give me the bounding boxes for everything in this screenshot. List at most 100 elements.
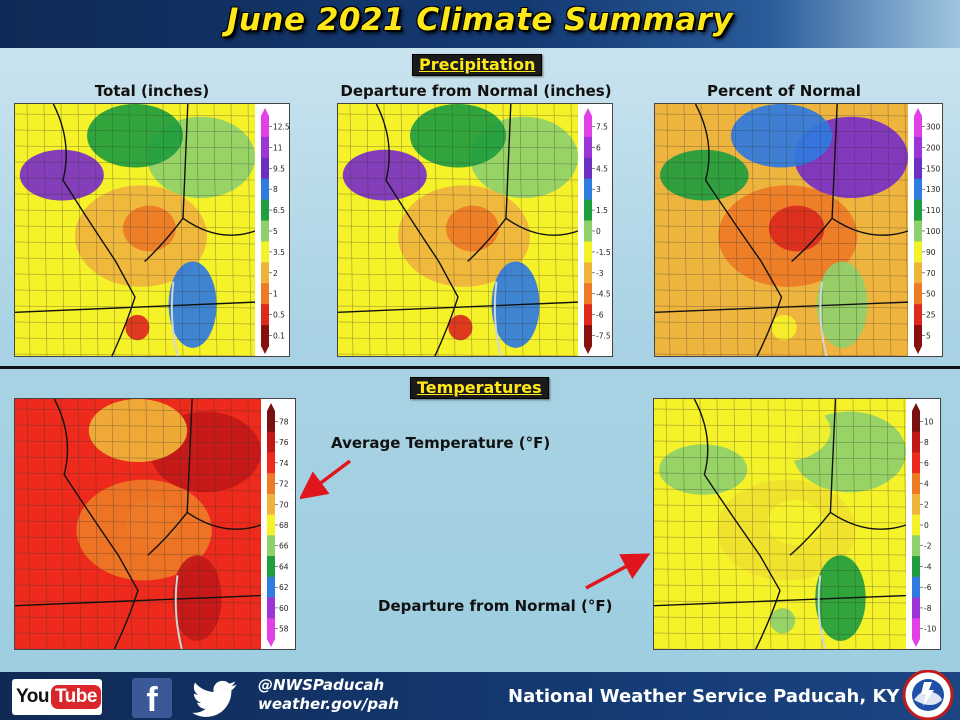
legend-tick-label: 1.5 [596,206,608,215]
legend-tick-label: 25 [926,311,936,320]
legend-swatch [912,514,920,536]
legend-swatch [261,262,269,284]
legend-tick-label: 5 [926,332,931,341]
legend-swatch [584,199,592,222]
legend-swatch [584,283,592,305]
legend-swatch [261,325,269,347]
color-legend: 7.5 6 4.5 3 1.5 0 -1.5 -3 -4.5 -6 -7.5 [578,104,612,356]
legend-swatch [584,325,592,347]
legend-swatch [261,220,269,242]
avg-temperature-label: Average Temperature (°F) [331,434,551,452]
legend-swatch [912,576,920,599]
legend-swatch [261,157,269,180]
legend-tick-label: 9.5 [273,164,285,173]
county-lines [655,104,909,356]
temp-departure-map: 10 8 6 4 2 0 -2 -4 -6 -8 -10 [653,398,941,650]
river-line [819,281,828,356]
legend-swatch [261,304,269,326]
legend-swatch [914,116,922,138]
legend-tick-label: 300 [926,122,941,131]
legend-tick-label: 76 [279,438,289,447]
legend-tick-label: -4 [924,562,932,571]
legend-tick-label: 4 [924,480,929,489]
legend-tick-label: -1.5 [596,248,611,257]
precip-percent-map: 300 200 150 130 110 100 90 70 50 25 5 [654,103,943,357]
legend-swatch [267,576,275,599]
legend-tick-label: 90 [926,248,936,257]
legend-tick-label: 70 [279,500,289,509]
river-line [493,281,502,356]
precip-total-map: 12.5 11 9.5 8 6.5 5 3.5 2 1 0.5 0.1 [14,103,290,357]
legend-swatch [261,199,269,222]
temp-departure-arrow [585,553,651,590]
legend-tick-label: 70 [926,269,936,278]
youtube-tube-text: Tube [50,685,101,709]
twitter-handle[interactable]: @NWSPaducah [258,676,385,694]
legend-tick-label: 110 [926,206,941,215]
youtube-icon[interactable]: You Tube [12,679,102,715]
legend-swatch [267,597,275,619]
legend-swatch [914,304,922,326]
legend-swatch [914,157,922,180]
legend-tick-label: 72 [279,480,289,489]
legend-swatch [584,136,592,159]
legend-tick-label: 4.5 [596,164,608,173]
color-legend: 300 200 150 130 110 100 90 70 50 25 5 [908,104,942,356]
map-shading [15,399,261,649]
legend-tick-label: 150 [926,164,941,173]
legend-tick-label: 200 [926,143,941,152]
legend-swatch [267,556,275,578]
legend-swatch [267,493,275,516]
legend-tick-label: -6 [924,583,932,592]
legend-tick-label: 100 [926,227,941,236]
facebook-icon[interactable]: f [132,678,172,718]
section-divider [0,366,960,369]
legend-swatch [912,452,920,474]
legend-tick-label: 74 [279,459,289,468]
state-borders [338,104,579,356]
legend-swatch [267,431,275,453]
legend-swatch [267,452,275,474]
legend-tick-label: 5 [273,227,278,236]
legend-tick-label: -2 [924,542,932,551]
avg-temperature-arrow [300,459,352,499]
legend-swatch [914,136,922,159]
legend-swatch [912,431,920,453]
river-line [174,575,183,649]
legend-tick-label: 6.5 [273,206,285,215]
legend-swatch [261,136,269,159]
river-line [817,575,826,649]
legend-swatch [267,514,275,536]
legend-swatch [914,262,922,284]
legend-swatch [912,535,920,557]
legend-tick-label: 64 [279,562,289,571]
map-shading [15,104,255,356]
legend-swatch [914,220,922,242]
legend-swatch [584,178,592,201]
legend-swatch [914,283,922,305]
legend-swatch [267,535,275,557]
legend-tick-label: 0.5 [273,311,285,320]
panel-title-percent-normal: Percent of Normal [707,82,861,100]
color-legend: 78 76 74 72 70 68 66 64 62 60 58 [261,399,295,649]
youtube-you-text: You [16,686,49,707]
social-handle-block: @NWSPaducah weather.gov/pah [258,676,399,714]
legend-tick-label: -6 [596,311,604,320]
legend-tick-label: 0.1 [273,332,285,341]
legend-tick-label: 130 [926,185,941,194]
legend-swatch [584,304,592,326]
legend-tick-label: 66 [279,542,289,551]
legend-tick-label: -8 [924,604,932,613]
office-name: National Weather Service Paducah, KY [508,686,900,707]
legend-swatch [584,220,592,242]
twitter-icon[interactable] [190,680,240,718]
legend-swatch [261,178,269,201]
nws-logo-icon [902,670,954,720]
legend-swatch [914,178,922,201]
legend-tick-label: 62 [279,583,289,592]
precipitation-section-label: Precipitation [412,54,543,76]
legend-tick-label: 3.5 [273,248,285,257]
website-link[interactable]: weather.gov/pah [258,695,399,713]
page-title: June 2021 Climate Summary [226,2,734,38]
legend-tick-label: 11 [273,143,283,152]
